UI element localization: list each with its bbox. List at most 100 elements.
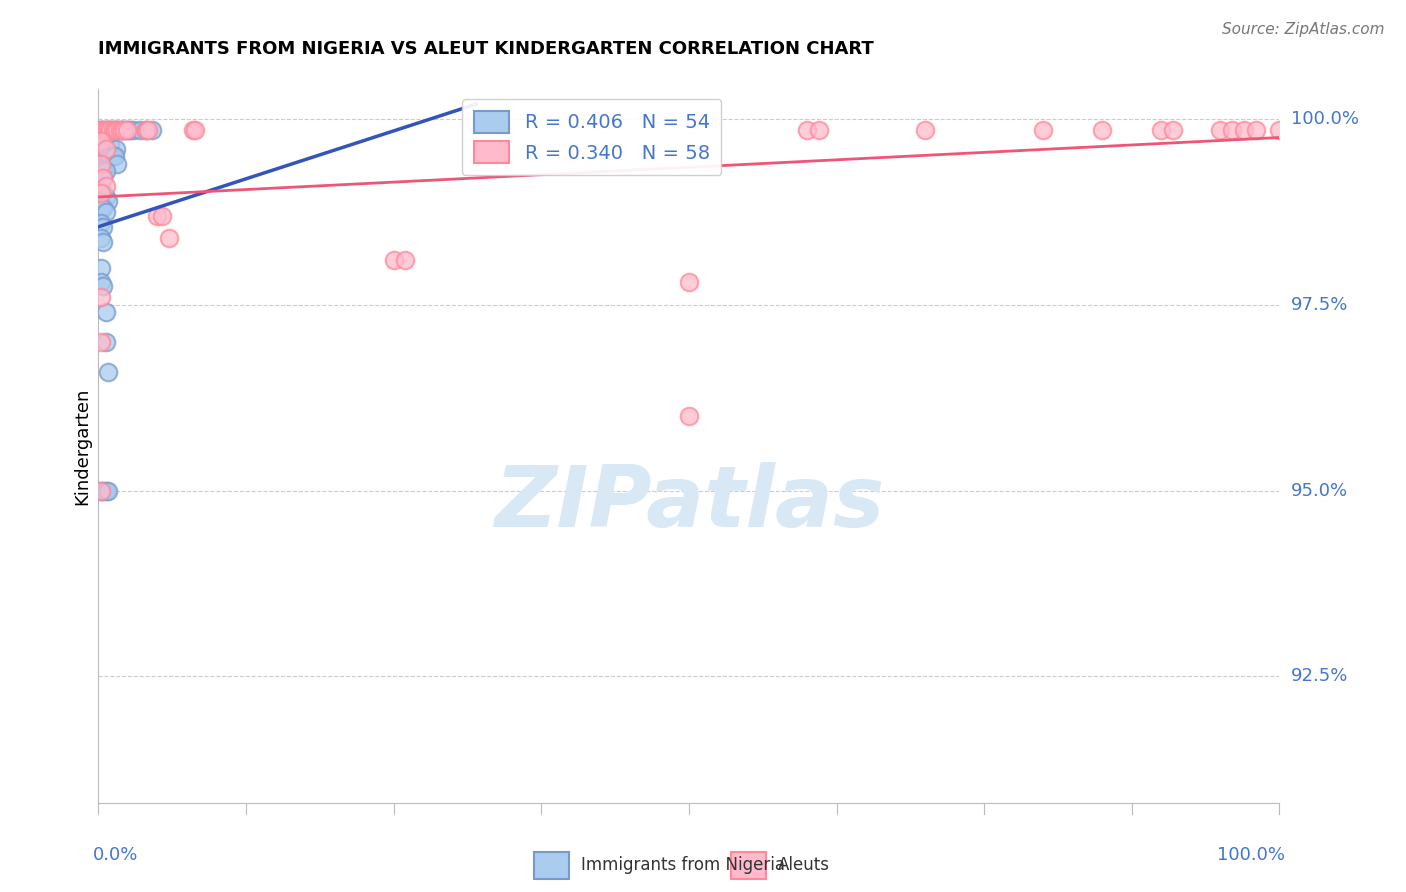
Text: 95.0%: 95.0% <box>1291 482 1348 500</box>
Point <box>382 253 405 268</box>
Text: Immigrants from Nigeria: Immigrants from Nigeria <box>581 856 785 874</box>
Point <box>97 365 120 379</box>
Point <box>104 149 127 163</box>
Point <box>94 164 117 178</box>
Point <box>136 123 159 137</box>
Point <box>105 123 128 137</box>
Point <box>101 123 124 137</box>
Point <box>107 123 129 137</box>
Point <box>120 123 142 137</box>
Point <box>91 219 114 234</box>
Point <box>184 123 207 137</box>
Point <box>90 483 112 498</box>
Text: IMMIGRANTS FROM NIGERIA VS ALEUT KINDERGARTEN CORRELATION CHART: IMMIGRANTS FROM NIGERIA VS ALEUT KINDERG… <box>98 40 875 58</box>
Point <box>90 123 112 137</box>
Point <box>90 276 112 290</box>
Point <box>91 123 114 137</box>
Point <box>94 334 117 349</box>
Point <box>93 134 115 148</box>
Point <box>796 123 818 137</box>
Point <box>100 123 122 137</box>
Point <box>110 123 132 137</box>
Point <box>112 123 135 137</box>
Point <box>90 134 112 148</box>
Point <box>1220 123 1243 137</box>
Point <box>1161 123 1184 137</box>
Point <box>1244 123 1267 137</box>
Point <box>90 164 112 178</box>
Point <box>94 142 117 156</box>
Point <box>117 123 139 137</box>
Point <box>1032 123 1054 137</box>
Point <box>1150 123 1173 137</box>
Point <box>678 276 700 290</box>
Point <box>97 483 120 498</box>
Point <box>91 186 114 201</box>
Text: 100.0%: 100.0% <box>1218 846 1285 863</box>
Point <box>146 209 169 223</box>
Point <box>90 231 112 245</box>
Point <box>1209 123 1232 137</box>
Point <box>678 409 700 424</box>
Legend: R = 0.406   N = 54, R = 0.340   N = 58: R = 0.406 N = 54, R = 0.340 N = 58 <box>463 99 721 175</box>
Point <box>93 123 115 137</box>
Text: 92.5%: 92.5% <box>1291 667 1348 685</box>
Y-axis label: Kindergarten: Kindergarten <box>73 387 91 505</box>
Point <box>115 123 138 137</box>
Text: Aleuts: Aleuts <box>778 856 830 874</box>
Point <box>98 123 121 137</box>
Point <box>150 209 173 223</box>
Point <box>128 123 150 137</box>
Point <box>1091 123 1114 137</box>
Point <box>89 123 111 137</box>
Text: ZIPatlas: ZIPatlas <box>494 461 884 545</box>
Point <box>94 305 117 319</box>
Point <box>94 204 117 219</box>
Point <box>98 123 121 137</box>
Point <box>105 123 128 137</box>
Point <box>90 216 112 230</box>
Point <box>94 178 117 193</box>
Text: 100.0%: 100.0% <box>1291 110 1358 128</box>
Point <box>807 123 830 137</box>
Point <box>97 194 120 208</box>
Point <box>121 123 143 137</box>
Point <box>104 123 127 137</box>
Point <box>94 483 117 498</box>
Point <box>112 123 135 137</box>
Text: 0.0%: 0.0% <box>93 846 138 863</box>
Point <box>101 149 124 163</box>
Point <box>91 201 114 215</box>
Point <box>111 123 134 137</box>
Point <box>181 123 204 137</box>
Point <box>157 231 180 245</box>
Point <box>103 123 125 137</box>
Point <box>114 123 136 137</box>
Point <box>98 137 121 152</box>
Point <box>90 201 112 215</box>
Point <box>105 156 128 170</box>
Point <box>135 123 157 137</box>
Text: Source: ZipAtlas.com: Source: ZipAtlas.com <box>1222 22 1385 37</box>
Point <box>394 253 416 268</box>
Point <box>91 149 114 163</box>
Point <box>90 260 112 275</box>
Point <box>96 123 118 137</box>
Point <box>91 235 114 249</box>
Point <box>97 123 120 137</box>
Point <box>90 334 112 349</box>
Point <box>90 149 112 163</box>
Point <box>1268 123 1291 137</box>
Point <box>98 149 121 163</box>
Point <box>90 171 112 186</box>
Point <box>91 171 114 186</box>
Point <box>94 149 117 163</box>
Text: 97.5%: 97.5% <box>1291 296 1348 314</box>
Point <box>90 483 112 498</box>
Point <box>914 123 936 137</box>
Point <box>108 123 131 137</box>
Point <box>97 149 120 163</box>
Point <box>90 186 112 201</box>
Point <box>105 142 128 156</box>
Point <box>91 123 114 137</box>
